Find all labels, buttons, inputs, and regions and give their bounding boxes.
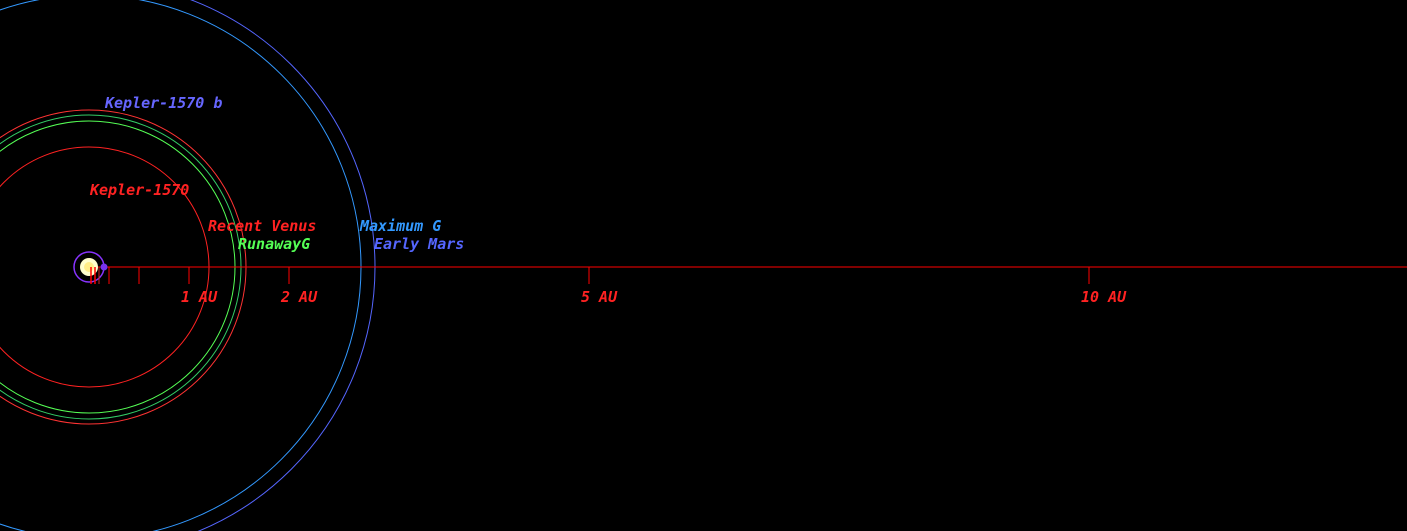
axis-tick-labels: 1 AU 2 AU 5 AU 10 AU <box>181 288 1127 306</box>
axis-tick-label: 5 AU <box>581 288 618 306</box>
star-label: Kepler-1570 <box>89 181 189 199</box>
zone-rings <box>0 0 376 531</box>
zone-ring-early-mars <box>189 0 376 531</box>
planet-label: Kepler-1570 b <box>104 94 222 112</box>
planet-marker <box>90 263 108 284</box>
axis-ticks <box>98 267 1090 284</box>
recent-venus-label: Recent Venus <box>208 217 316 235</box>
axis-tick-label: 2 AU <box>280 288 318 306</box>
maximum-greenhouse-label: Maximum G <box>359 217 441 235</box>
axis-tick-label: 1 AU <box>181 288 218 306</box>
early-mars-label: Early Mars <box>374 235 464 253</box>
zone-ring-maximum-greenhouse <box>0 0 362 531</box>
axis-tick-label: 10 AU <box>1081 288 1127 306</box>
runaway-greenhouse-label: RunawayG <box>238 235 310 253</box>
